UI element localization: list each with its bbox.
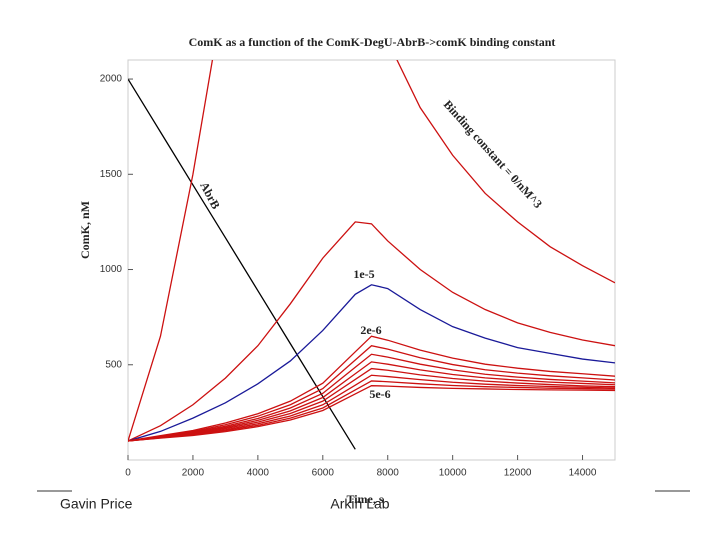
x-tick-label: 12000 bbox=[504, 468, 532, 479]
series-line bbox=[128, 78, 356, 450]
x-tick-label: 14000 bbox=[569, 468, 597, 479]
x-tick-label: 6000 bbox=[312, 468, 335, 479]
series-line bbox=[128, 60, 615, 442]
series-line bbox=[128, 221, 615, 442]
x-tick-label: 10000 bbox=[439, 468, 467, 479]
x-tick-label: 2000 bbox=[182, 468, 205, 479]
series-line bbox=[128, 380, 615, 442]
y-tick-label: 500 bbox=[105, 359, 122, 370]
annotation: 1e-5 bbox=[353, 267, 374, 281]
series-line bbox=[128, 284, 615, 442]
series-line bbox=[128, 335, 615, 442]
annotation: Binding constant = 0/nM^3 bbox=[441, 97, 545, 211]
x-tick-label: 4000 bbox=[247, 468, 270, 479]
series-line bbox=[128, 361, 615, 442]
x-tick-label: 8000 bbox=[377, 468, 400, 479]
series-line bbox=[128, 345, 615, 442]
series-line bbox=[128, 353, 615, 442]
series-line bbox=[128, 374, 615, 442]
x-axis-label: Time, s bbox=[346, 492, 383, 506]
plot-frame bbox=[127, 59, 616, 461]
series-line bbox=[128, 367, 615, 442]
chart-title: ComK as a function of the ComK-DegU-AbrB… bbox=[189, 35, 556, 49]
footer-lab: Arkin Lab bbox=[330, 496, 389, 512]
x-tick-label: 0 bbox=[125, 468, 131, 479]
annotation: 2e-6 bbox=[360, 323, 381, 337]
plot-lines bbox=[128, 60, 615, 450]
y-axis-label: ComK, nM bbox=[78, 201, 92, 259]
series-line bbox=[128, 385, 615, 442]
y-tick-label: 1000 bbox=[100, 264, 123, 275]
annotation: 5e-6 bbox=[369, 387, 390, 401]
y-tick-label: 1500 bbox=[100, 169, 123, 180]
y-tick-label: 2000 bbox=[100, 74, 123, 85]
annotation: AbrB bbox=[197, 179, 223, 211]
footer-author: Gavin Price bbox=[60, 496, 133, 512]
